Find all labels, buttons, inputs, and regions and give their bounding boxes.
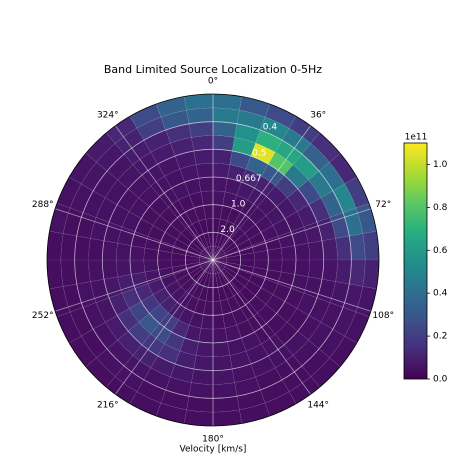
- heat-cell: [188, 382, 214, 399]
- angular-grid-line: [212, 125, 311, 261]
- r-tick-label: 0.667: [236, 174, 262, 184]
- theta-tick-label: 72°: [375, 200, 391, 210]
- r-tick-label: 2.0: [220, 225, 235, 235]
- heat-cell: [143, 259, 159, 273]
- heat-cell: [129, 259, 146, 275]
- heat-cell: [212, 355, 233, 371]
- heat-cell: [335, 235, 352, 261]
- heat-cell: [321, 259, 338, 282]
- theta-tick-label: 0°: [208, 77, 218, 87]
- heat-cell: [212, 368, 235, 385]
- heat-cell: [212, 121, 238, 138]
- heat-cell: [280, 245, 297, 261]
- heat-cell: [88, 259, 105, 282]
- heat-cell: [183, 409, 214, 427]
- heat-cell: [195, 341, 214, 358]
- heat-cell: [212, 162, 231, 179]
- angular-grid-line: [115, 125, 214, 261]
- theta-tick-label: 324°: [97, 111, 119, 121]
- heat-cell: [193, 149, 214, 165]
- theta-tick-label: 180°: [202, 435, 224, 445]
- angular-grid-line: [212, 208, 371, 261]
- heat-cell: [102, 240, 118, 261]
- theta-tick-label: 144°: [307, 400, 329, 410]
- heat-cell: [46, 230, 64, 261]
- heat-cell: [191, 368, 214, 385]
- heat-cell: [321, 238, 338, 261]
- heat-cell: [74, 259, 91, 285]
- heat-cell: [188, 121, 214, 138]
- polar-frame: [46, 93, 380, 427]
- heat-cell: [212, 135, 235, 152]
- angular-grid-line: [115, 259, 214, 395]
- angular-grid-line: [55, 259, 214, 312]
- heat-cell: [46, 259, 64, 290]
- heat-cell: [212, 409, 243, 427]
- angular-grid-line: [55, 208, 214, 261]
- heat-cell: [200, 190, 214, 206]
- x-axis-label: Velocity [km/s]: [180, 445, 247, 455]
- theta-tick-label: 216°: [97, 400, 119, 410]
- heat-cell: [212, 314, 226, 330]
- heat-cell: [207, 259, 214, 274]
- r-tick-label: 0.5: [252, 148, 266, 158]
- heat-cell: [294, 242, 311, 261]
- heat-cell: [267, 247, 283, 261]
- heat-cell: [198, 176, 214, 193]
- heat-cell: [195, 162, 214, 179]
- heat-cell: [193, 355, 214, 371]
- angular-grid-line: [212, 259, 371, 312]
- colorbar: [403, 142, 428, 380]
- heat-cell: [362, 230, 380, 261]
- heat-cell: [212, 149, 233, 165]
- heat-cell: [212, 327, 228, 344]
- colorbar-offset: 1e11: [405, 133, 428, 143]
- colorbar-tick-label: 0.4: [433, 289, 448, 299]
- heat-cell: [74, 235, 91, 261]
- heat-cell: [212, 246, 219, 261]
- heat-cell: [115, 242, 132, 261]
- heat-cell: [183, 93, 214, 111]
- colorbar-tick-label: 1.0: [433, 160, 448, 170]
- heat-cell: [212, 93, 243, 111]
- chart-title: Band Limited Source Localization 0-5Hz: [104, 63, 322, 76]
- angular-grid-line: [212, 259, 311, 395]
- heat-cell: [115, 259, 132, 278]
- colorbar-tick-label: 0.2: [433, 332, 447, 342]
- heat-cell: [362, 259, 380, 290]
- theta-tick-label: 108°: [372, 311, 394, 321]
- colorbar-tick-label: 0.0: [433, 375, 448, 385]
- heat-cell: [308, 259, 324, 280]
- heat-cell: [335, 259, 352, 285]
- r-tick-label: 1.0: [231, 199, 246, 209]
- heat-cell: [88, 238, 105, 261]
- heat-cell: [212, 382, 238, 399]
- heat-cell: [308, 240, 324, 261]
- theta-tick-label: 288°: [32, 200, 54, 210]
- theta-tick-label: 36°: [310, 111, 326, 121]
- r-tick-label: 0.4: [263, 123, 278, 133]
- heat-cell: [102, 259, 118, 280]
- colorbar-tick-label: 0.6: [433, 246, 448, 256]
- colorbar-tick-label: 0.8: [433, 203, 448, 213]
- theta-tick-label: 252°: [32, 311, 54, 321]
- heat-cell: [294, 259, 311, 278]
- heat-cell: [191, 135, 214, 152]
- heat-cell: [212, 341, 231, 358]
